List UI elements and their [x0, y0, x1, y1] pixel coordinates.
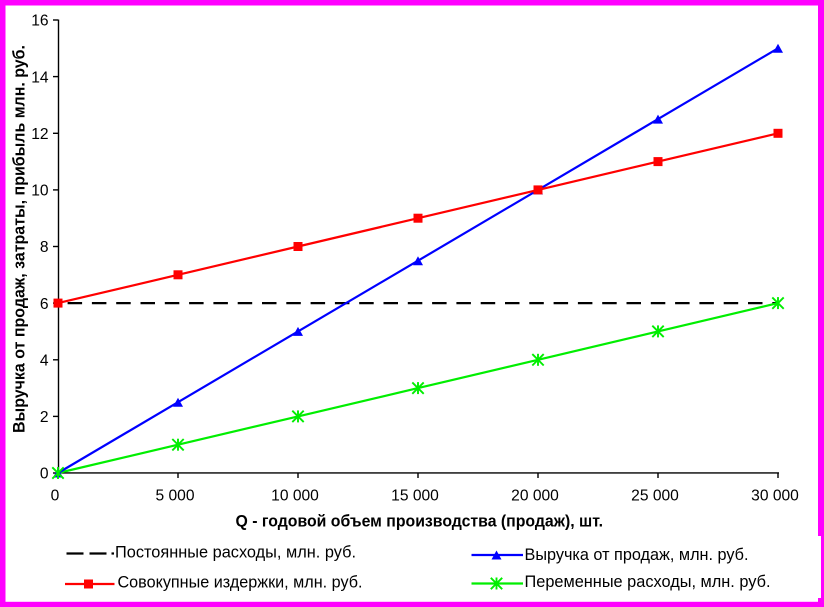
svg-text:30 000: 30 000	[751, 488, 799, 505]
svg-text:25 000: 25 000	[631, 488, 679, 505]
svg-text:2: 2	[40, 409, 49, 426]
svg-text:Постоянные расходы, млн. руб.: Постоянные расходы, млн. руб.	[115, 544, 356, 562]
svg-text:Выручка от продаж, млн. руб.: Выручка от продаж, млн. руб.	[525, 546, 749, 564]
svg-text:6: 6	[40, 296, 49, 313]
svg-text:10 000: 10 000	[271, 488, 319, 505]
svg-text:20 000: 20 000	[511, 488, 559, 505]
svg-text:Выручка от продаж, затраты, пр: Выручка от продаж, затраты, прибыль млн.…	[11, 45, 29, 433]
svg-text:0: 0	[40, 466, 49, 483]
svg-text:4: 4	[40, 353, 49, 370]
svg-text:Переменные расходы, млн. руб.: Переменные расходы, млн. руб.	[525, 573, 771, 591]
svg-text:5 000: 5 000	[155, 488, 194, 505]
svg-text:16: 16	[31, 13, 48, 30]
svg-text:Совокупные издержки, млн. руб.: Совокупные издержки, млн. руб.	[118, 574, 363, 592]
svg-text:14: 14	[31, 69, 49, 86]
svg-text:0: 0	[51, 488, 60, 505]
svg-text:8: 8	[40, 239, 49, 256]
svg-text:10: 10	[31, 183, 49, 200]
svg-text:15 000: 15 000	[391, 488, 439, 505]
svg-text:Q - годовой объем производства: Q - годовой объем производства (продаж),…	[236, 513, 604, 531]
svg-text:12: 12	[31, 126, 48, 143]
